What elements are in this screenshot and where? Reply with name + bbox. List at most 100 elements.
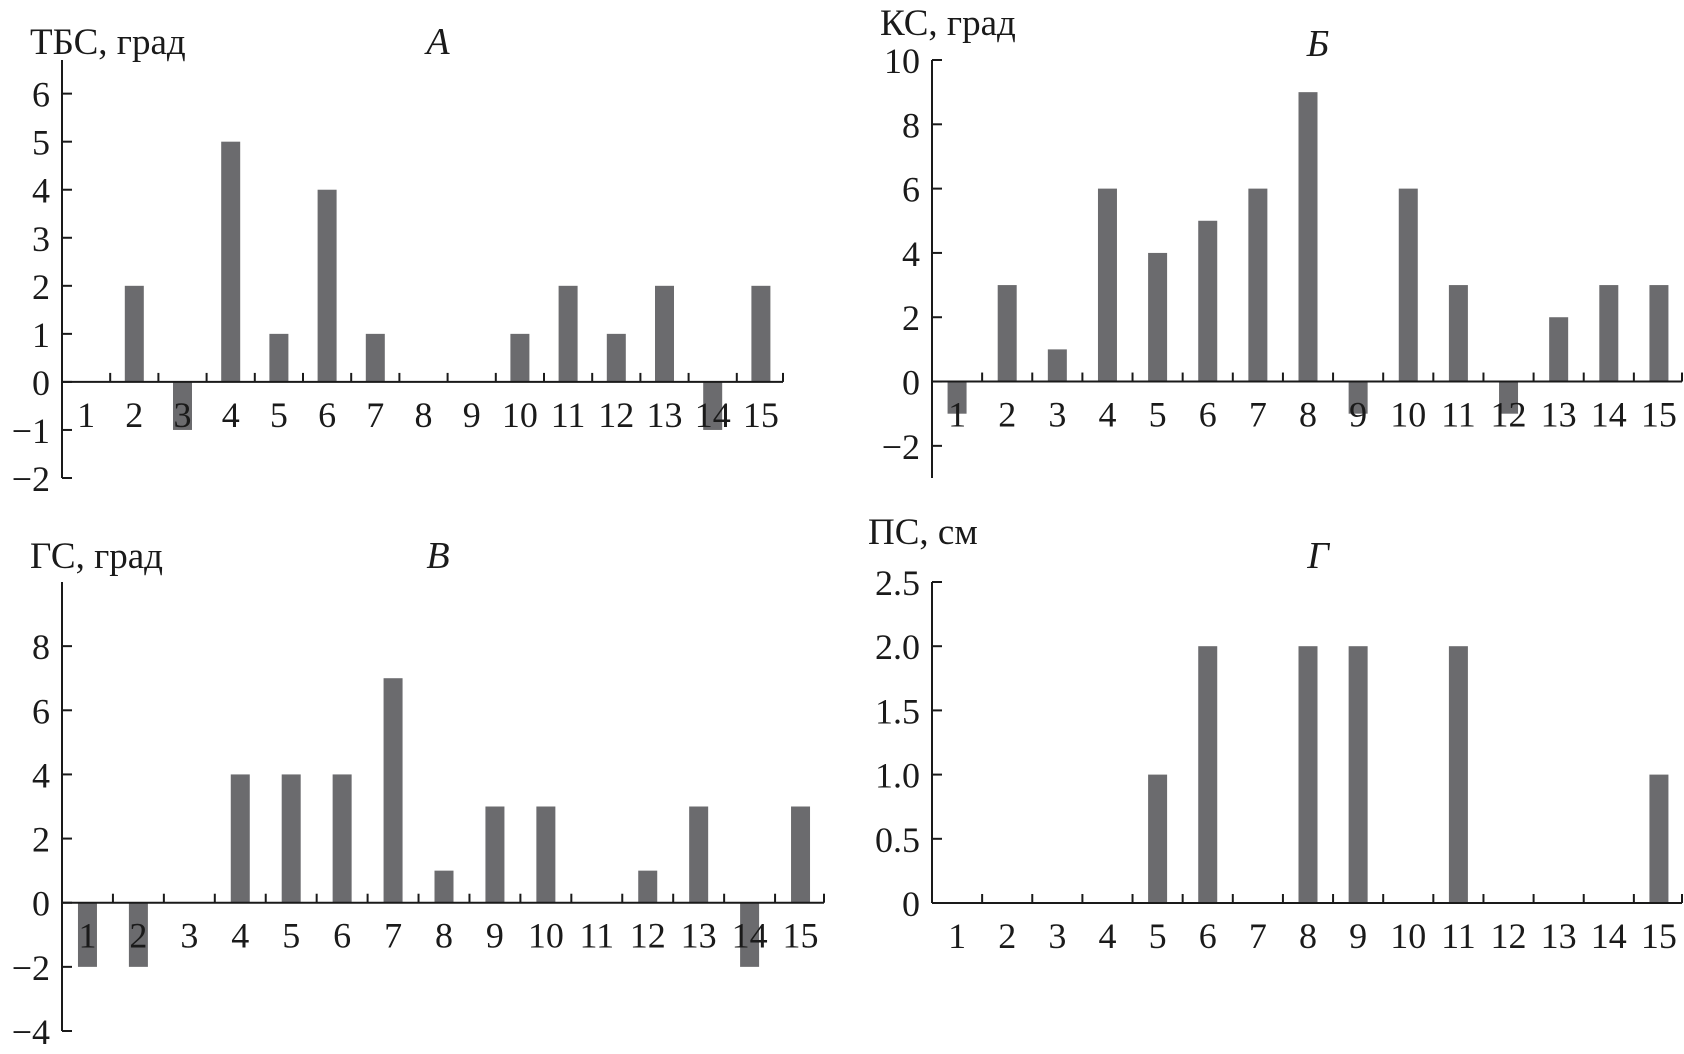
y-tick-label: 0 [32,884,50,924]
bar-8 [434,870,454,903]
y-tick-label: 4 [902,234,920,274]
x-tick-label: 14 [695,395,731,435]
bar-15 [791,806,811,903]
x-tick-label: 2 [125,395,143,435]
panel-letter: В [426,535,449,577]
y-tick-label: 1.0 [875,756,920,796]
x-tick-label: 8 [1299,916,1317,956]
x-tick-label: 15 [783,916,819,956]
bar-14 [740,902,760,967]
x-tick-label: 9 [486,916,504,956]
bar-5 [1148,252,1168,382]
bar-9 [1348,646,1368,903]
x-tick-label: 14 [732,916,768,956]
y-tick-label: 0 [32,363,50,403]
bar-9 [1348,381,1368,414]
x-tick-label: 12 [630,916,666,956]
x-tick-label: 5 [1149,395,1167,435]
x-tick-label: 15 [1641,395,1677,435]
x-tick-label: 9 [1349,395,1367,435]
bar-13 [1549,317,1569,382]
x-tick-label: 6 [318,395,336,435]
y-tick-label: −1 [12,411,50,451]
x-tick-label: 3 [180,916,198,956]
x-tick-label: 11 [1441,916,1476,956]
bar-12 [638,870,658,903]
bar-7 [1248,188,1268,382]
y-tick-label: 3 [32,219,50,259]
panel-letter: Б [1306,23,1329,65]
bar-12 [606,333,626,382]
x-tick-label: 8 [415,395,433,435]
x-tick-label: 15 [743,395,779,435]
x-tick-label: 2 [998,916,1016,956]
x-tick-label: 3 [1048,916,1066,956]
bar-8 [1298,646,1318,903]
bar-11 [1448,285,1468,382]
x-tick-label: 2 [998,395,1016,435]
y-tick-label: 4 [32,755,50,795]
bar-9 [485,806,505,903]
x-tick-label: 13 [681,916,717,956]
bar-6 [1198,220,1218,382]
bar-6 [317,189,337,382]
chart-ps: ПС, см Г 00.51.01.52.02.51 2 3 4 5 6 7 8 9 10 11 12… [868,512,1683,956]
bar-7 [383,678,403,903]
panel-letter: Г [1306,535,1330,577]
x-tick-label: 8 [1299,395,1317,435]
x-tick-label: 1 [78,916,96,956]
bar-2 [997,285,1017,382]
bar-15 [1649,774,1669,903]
bar-2 [124,285,144,382]
bar-4 [230,774,250,903]
y-tick-label: 2.5 [875,563,920,603]
y-tick-label: 8 [32,627,50,667]
x-tick-label: 7 [366,395,384,435]
x-tick-label: 3 [1048,395,1066,435]
x-tick-label: 9 [463,395,481,435]
bar-8 [1298,92,1318,382]
x-tick-label: 2 [129,916,147,956]
y-axis-title: КС, град [880,3,1016,44]
y-axis-title: ПС, см [868,512,978,553]
y-tick-label: −2 [12,948,50,988]
x-tick-label: 13 [1541,916,1577,956]
bar-7 [365,333,385,382]
x-tick-label: 5 [1149,916,1167,956]
y-tick-label: −2 [12,459,50,499]
x-tick-label: 12 [598,395,634,435]
bar-10 [1398,188,1418,382]
x-tick-label: 14 [1591,916,1627,956]
x-tick-label: 13 [1541,395,1577,435]
y-axis-title: ГС, град [30,536,163,577]
y-axis-title: ТБС, град [30,22,186,63]
bar-2 [128,902,148,967]
y-tick-label: 6 [32,691,50,731]
x-tick-label: 6 [333,916,351,956]
y-tick-label: 6 [902,170,920,210]
x-tick-label: 14 [1591,395,1627,435]
y-tick-label: 6 [32,75,50,115]
bar-6 [332,774,352,903]
x-tick-label: 5 [270,395,288,435]
x-tick-label: 3 [174,395,192,435]
x-tick-label: 11 [579,916,614,956]
x-tick-label: 12 [1491,395,1527,435]
bar-13 [655,285,674,382]
x-tick-label: 5 [282,916,300,956]
x-tick-label: 8 [435,916,453,956]
x-tick-label: 11 [1441,395,1476,435]
bar-10 [536,806,556,903]
bar-14 [1599,285,1619,382]
x-tick-label: 12 [1491,916,1527,956]
bar-13 [689,806,709,903]
x-tick-label: 9 [1349,916,1367,956]
x-tick-label: 7 [1249,395,1267,435]
y-tick-label: 0 [902,884,920,924]
x-tick-label: 15 [1641,916,1677,956]
bar-6 [1198,646,1218,903]
y-tick-label: 0 [902,363,920,403]
